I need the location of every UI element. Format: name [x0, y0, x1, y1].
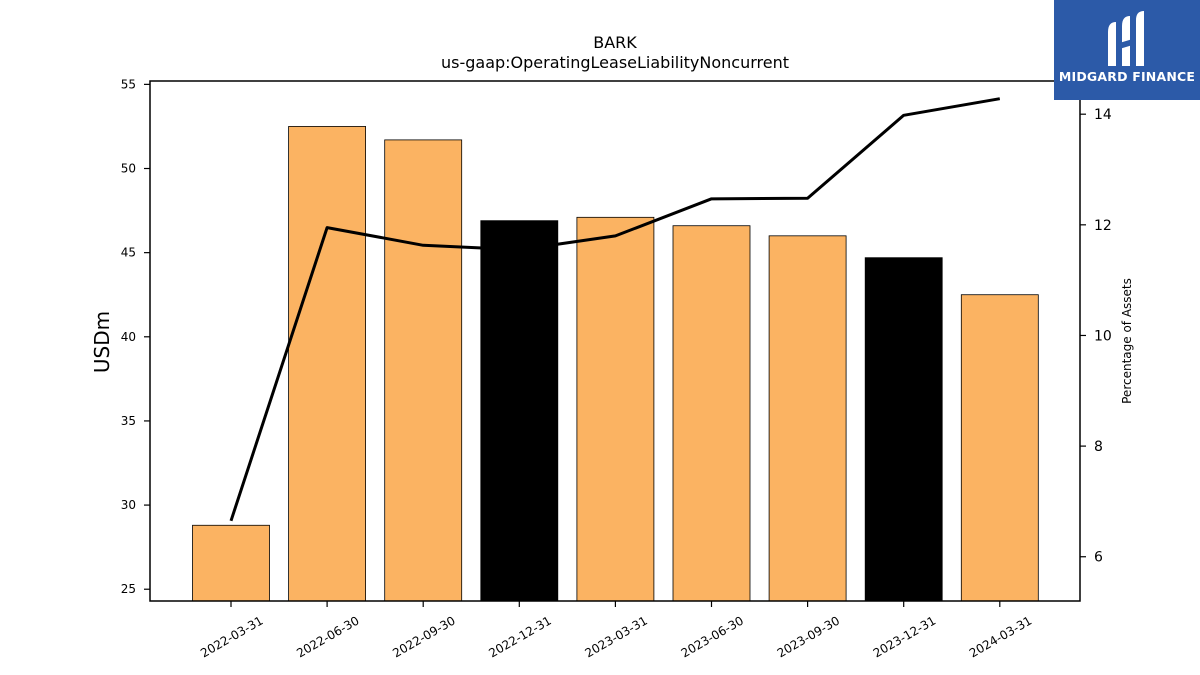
- bar: [960, 294, 1039, 602]
- x-tick-label: 2023-12-31: [871, 613, 938, 660]
- y2-tick-label: 8: [1094, 439, 1103, 455]
- y2-tick-label: 10: [1094, 328, 1112, 344]
- x-axis: 2022-03-31 2022-06-30 2022-09-30 2022-12-31…: [198, 601, 1034, 660]
- y2-tick-label: 12: [1094, 218, 1112, 234]
- chart-title: BARK: [593, 33, 637, 52]
- y-tick-label: 50: [121, 162, 136, 176]
- x-tick-label: 2024-03-31: [967, 613, 1034, 660]
- x-tick-label: 2022-12-31: [486, 613, 553, 660]
- x-tick-label: 2022-03-31: [198, 613, 265, 660]
- y-axis: 25 30 35 40 45 50 55: [121, 77, 150, 596]
- y-tick-label: 35: [121, 414, 136, 428]
- x-tick-label: 2022-09-30: [390, 613, 457, 660]
- bar: [288, 126, 367, 602]
- bar: [672, 225, 751, 602]
- x-tick-label: 2023-06-30: [679, 613, 746, 660]
- y2-tick-label: 6: [1094, 550, 1103, 566]
- bar: [384, 139, 463, 602]
- y2-axis-label: Percentage of Assets: [1120, 278, 1134, 404]
- bar: [768, 235, 847, 602]
- y-tick-label: 40: [121, 330, 136, 344]
- y-tick-label: 30: [121, 498, 136, 512]
- brand-name: MIDGARD FINANCE: [1058, 69, 1196, 84]
- x-tick-label: 2022-06-30: [294, 613, 361, 660]
- y-tick-label: 25: [121, 582, 136, 596]
- midgard-logo-icon: [1108, 11, 1144, 66]
- bar: [864, 257, 943, 602]
- bar: [192, 524, 270, 602]
- brand-logo: MIDGARD FINANCE: [1054, 0, 1200, 100]
- y2-tick-label: 14: [1094, 107, 1112, 123]
- bar: [576, 216, 655, 602]
- line-series: [229, 97, 1001, 522]
- y-tick-label: 45: [121, 246, 136, 260]
- y-tick-label: 55: [121, 77, 136, 91]
- x-tick-label: 2023-03-31: [582, 613, 649, 660]
- bar: [480, 220, 559, 602]
- y-axis-label: USDm: [90, 311, 114, 373]
- y2-axis: 6 8 10 12 14: [1080, 107, 1112, 566]
- bars-group: [192, 126, 1039, 602]
- line-group: [229, 97, 1001, 522]
- chart-subtitle: us-gaap:OperatingLeaseLiabilityNoncurren…: [441, 53, 789, 72]
- x-tick-label: 2023-09-30: [775, 613, 842, 660]
